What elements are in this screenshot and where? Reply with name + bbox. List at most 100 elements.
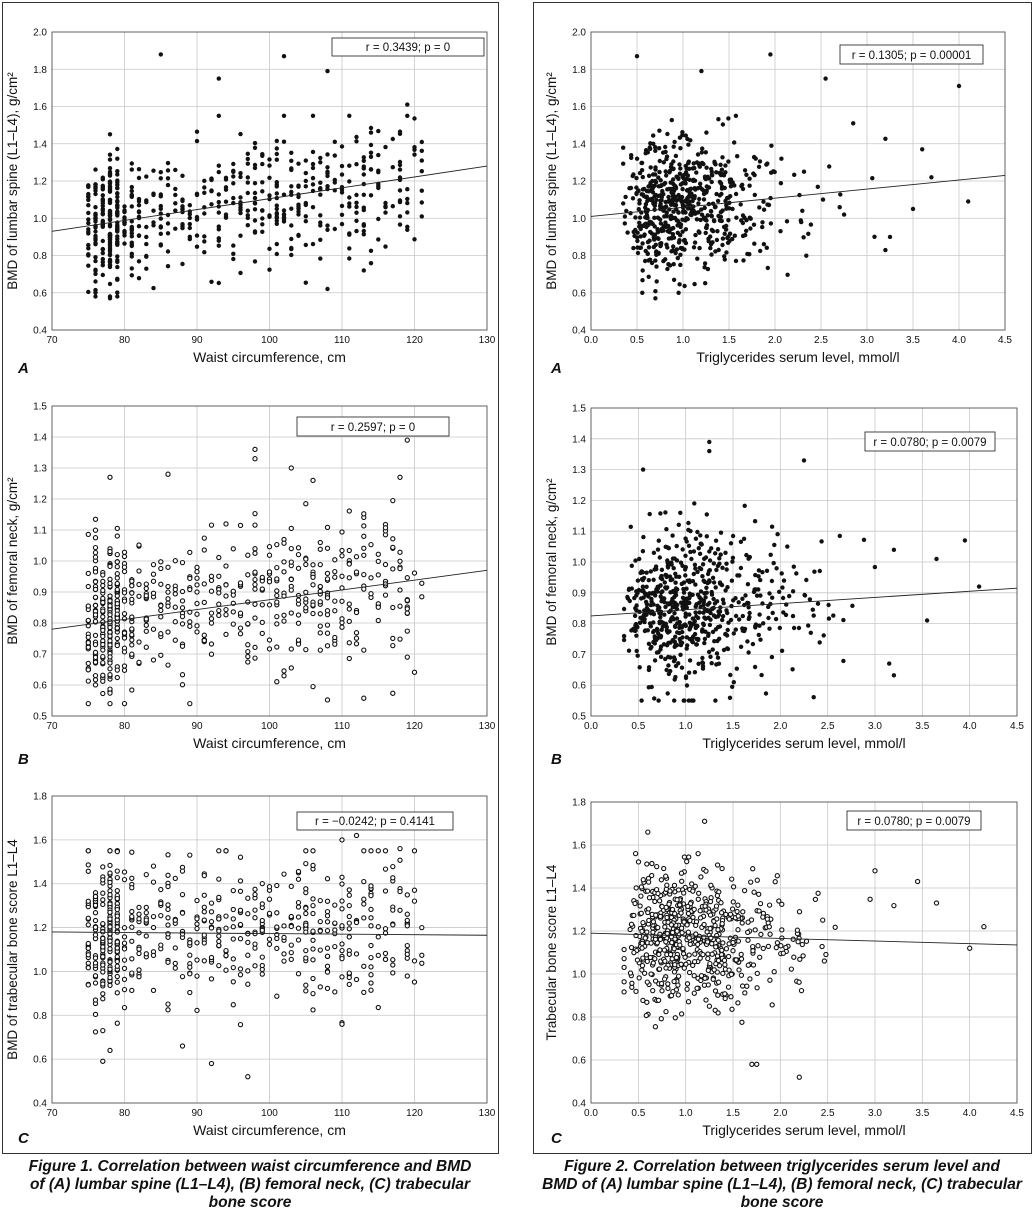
- data-point: [667, 951, 674, 958]
- data-point: [404, 437, 410, 443]
- y-tick-label: 0.6: [33, 1055, 47, 1066]
- data-point: [697, 565, 702, 571]
- x-tick-label: 110: [334, 335, 350, 346]
- data-point: [661, 258, 666, 264]
- data-point: [662, 958, 668, 964]
- data-point: [390, 907, 396, 913]
- x-tick-label: 120: [406, 721, 423, 732]
- data-point: [956, 83, 962, 89]
- data-point: [699, 541, 704, 547]
- data-point: [216, 942, 222, 949]
- data-point: [93, 255, 98, 260]
- x-tick-label: 70: [46, 1108, 58, 1119]
- data-point: [671, 969, 678, 975]
- data-point: [368, 193, 374, 198]
- data-point: [397, 857, 403, 863]
- data-point: [743, 232, 748, 238]
- data-point: [252, 181, 258, 186]
- data-point: [129, 970, 135, 976]
- data-point: [697, 595, 702, 600]
- data-point: [295, 868, 302, 875]
- data-point: [100, 208, 106, 213]
- data-point: [202, 234, 207, 239]
- data-point: [114, 551, 120, 558]
- panel-letter: A: [550, 360, 562, 377]
- data-point: [637, 198, 642, 203]
- data-point: [150, 987, 157, 994]
- data-point: [759, 672, 764, 678]
- data-point: [114, 906, 120, 913]
- data-point: [165, 182, 171, 188]
- data-point: [368, 150, 374, 155]
- data-point: [339, 573, 345, 579]
- data-point: [665, 601, 671, 606]
- data-point: [668, 180, 673, 185]
- data-point: [728, 541, 734, 546]
- data-point: [808, 630, 813, 635]
- data-point: [194, 925, 200, 932]
- data-point: [107, 132, 113, 137]
- data-point: [129, 266, 134, 271]
- data-point: [653, 148, 658, 153]
- data-point: [645, 829, 651, 835]
- data-point: [680, 635, 685, 640]
- caption-line: Figure 1. Correlation between waist circ…: [28, 1158, 472, 1175]
- data-point: [643, 1012, 649, 1019]
- data-point: [121, 568, 128, 575]
- data-point: [735, 902, 741, 908]
- data-point: [107, 638, 113, 644]
- data-point: [745, 600, 750, 606]
- data-point: [738, 951, 744, 958]
- data-point: [713, 614, 718, 620]
- data-point: [702, 261, 708, 266]
- data-point: [698, 533, 703, 538]
- data-point: [967, 945, 973, 951]
- x-tick-label: 3.5: [915, 1108, 929, 1119]
- data-point: [720, 242, 725, 248]
- data-point: [688, 549, 693, 555]
- x-tick-label: 4.0: [952, 335, 966, 346]
- data-point: [324, 913, 331, 919]
- data-point: [714, 191, 719, 197]
- data-point: [670, 533, 675, 538]
- data-point: [663, 622, 668, 627]
- data-point: [165, 471, 171, 477]
- data-point: [375, 848, 381, 854]
- y-axis-label: BMD of trabecular bone score L1–L4: [5, 839, 20, 1060]
- data-point: [404, 923, 410, 929]
- y-tick-label: 0.8: [33, 1011, 47, 1022]
- data-point: [764, 916, 770, 922]
- x-tick-label: 90: [191, 721, 203, 732]
- x-axis-label: Waist circumference, cm: [193, 735, 346, 751]
- data-point: [295, 612, 302, 618]
- data-point: [318, 192, 323, 197]
- data-point: [753, 156, 758, 161]
- data-point: [121, 876, 128, 883]
- data-point: [639, 928, 645, 935]
- data-point: [114, 533, 120, 539]
- data-point: [634, 175, 639, 181]
- data-point: [710, 647, 715, 652]
- data-point: [714, 237, 720, 243]
- data-point: [700, 562, 706, 567]
- data-point: [738, 644, 744, 649]
- data-point: [639, 596, 644, 601]
- data-point: [652, 237, 657, 242]
- data-point: [194, 569, 200, 575]
- data-point: [678, 222, 684, 227]
- data-point: [679, 878, 685, 884]
- data-point: [332, 598, 338, 604]
- data-point: [765, 202, 770, 207]
- data-point: [376, 128, 381, 134]
- data-point: [390, 536, 396, 542]
- data-point: [92, 960, 99, 966]
- data-point: [701, 161, 706, 167]
- data-point: [281, 54, 287, 59]
- y-axis-label: BMD of femoral neck, g/cm²: [544, 478, 559, 646]
- data-point: [733, 113, 739, 119]
- data-point: [86, 194, 91, 200]
- data-point: [267, 267, 272, 272]
- data-point: [245, 911, 251, 917]
- data-point: [289, 246, 294, 252]
- data-point: [150, 571, 157, 577]
